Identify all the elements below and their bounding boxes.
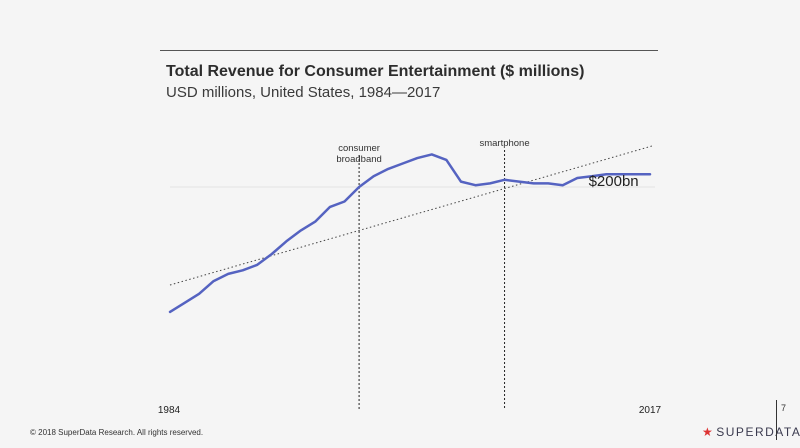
- page-divider: [776, 400, 777, 440]
- chart-title: Total Revenue for Consumer Entertainment…: [166, 63, 585, 80]
- revenue-series-line: [168, 153, 652, 314]
- superdata-logo: ★ SUPERDATA: [702, 425, 800, 439]
- page-number: 7: [781, 403, 787, 413]
- top-rule: [160, 50, 658, 51]
- star-icon: ★: [702, 425, 715, 439]
- trend-line: [169, 145, 653, 286]
- chart-subtitle: USD millions, United States, 1984—2017: [166, 84, 441, 101]
- annotation-broadband-line1: consumer: [338, 143, 380, 154]
- x-tick-label-1984: 1984: [158, 405, 181, 416]
- value-label-200bn: $200bn: [589, 173, 639, 190]
- x-tick-label-2017: 2017: [639, 405, 662, 416]
- brand-name: SUPERDATA: [716, 425, 800, 439]
- annotation-smartphone: smartphone: [479, 138, 529, 149]
- annotation-broadband-line2: broadband: [336, 154, 381, 165]
- copyright-footer: © 2018 SuperData Research. All rights re…: [30, 428, 204, 437]
